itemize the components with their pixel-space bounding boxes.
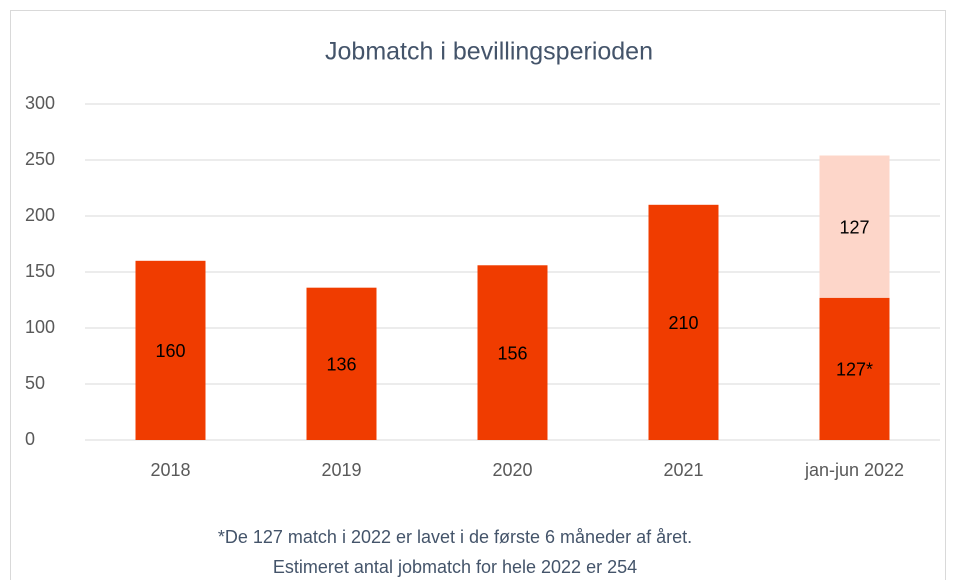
bar: [306, 287, 377, 440]
x-tick-label: 2018: [150, 460, 190, 480]
data-label: 136: [326, 355, 356, 375]
footnote: *De 127 match i 2022 er lavet i de først…: [218, 527, 692, 547]
y-tick-label: 150: [25, 261, 55, 281]
y-tick-label: 100: [25, 317, 55, 337]
bar: [135, 260, 206, 440]
bar: [648, 204, 719, 440]
bar: [819, 155, 890, 298]
chart-title: Jobmatch i bevillingsperioden: [325, 38, 653, 66]
x-tick-label: 2020: [492, 460, 532, 480]
data-label: 160: [155, 341, 185, 361]
x-tick-label: 2021: [663, 460, 703, 480]
footnote: Estimeret antal jobmatch for hele 2022 e…: [273, 557, 637, 577]
bar: [819, 297, 890, 440]
y-tick-label: 200: [25, 205, 55, 225]
data-label: 156: [497, 343, 527, 363]
data-label: 127: [839, 217, 869, 237]
data-label: 210: [668, 313, 698, 333]
x-tick-label: 2019: [321, 460, 361, 480]
x-tick-label: jan-jun 2022: [804, 460, 904, 480]
y-tick-label: 0: [25, 429, 35, 449]
y-tick-label: 300: [25, 93, 55, 113]
bar: [477, 265, 548, 440]
y-tick-label: 50: [25, 373, 45, 393]
data-label: 127*: [836, 360, 873, 380]
y-tick-label: 250: [25, 149, 55, 169]
